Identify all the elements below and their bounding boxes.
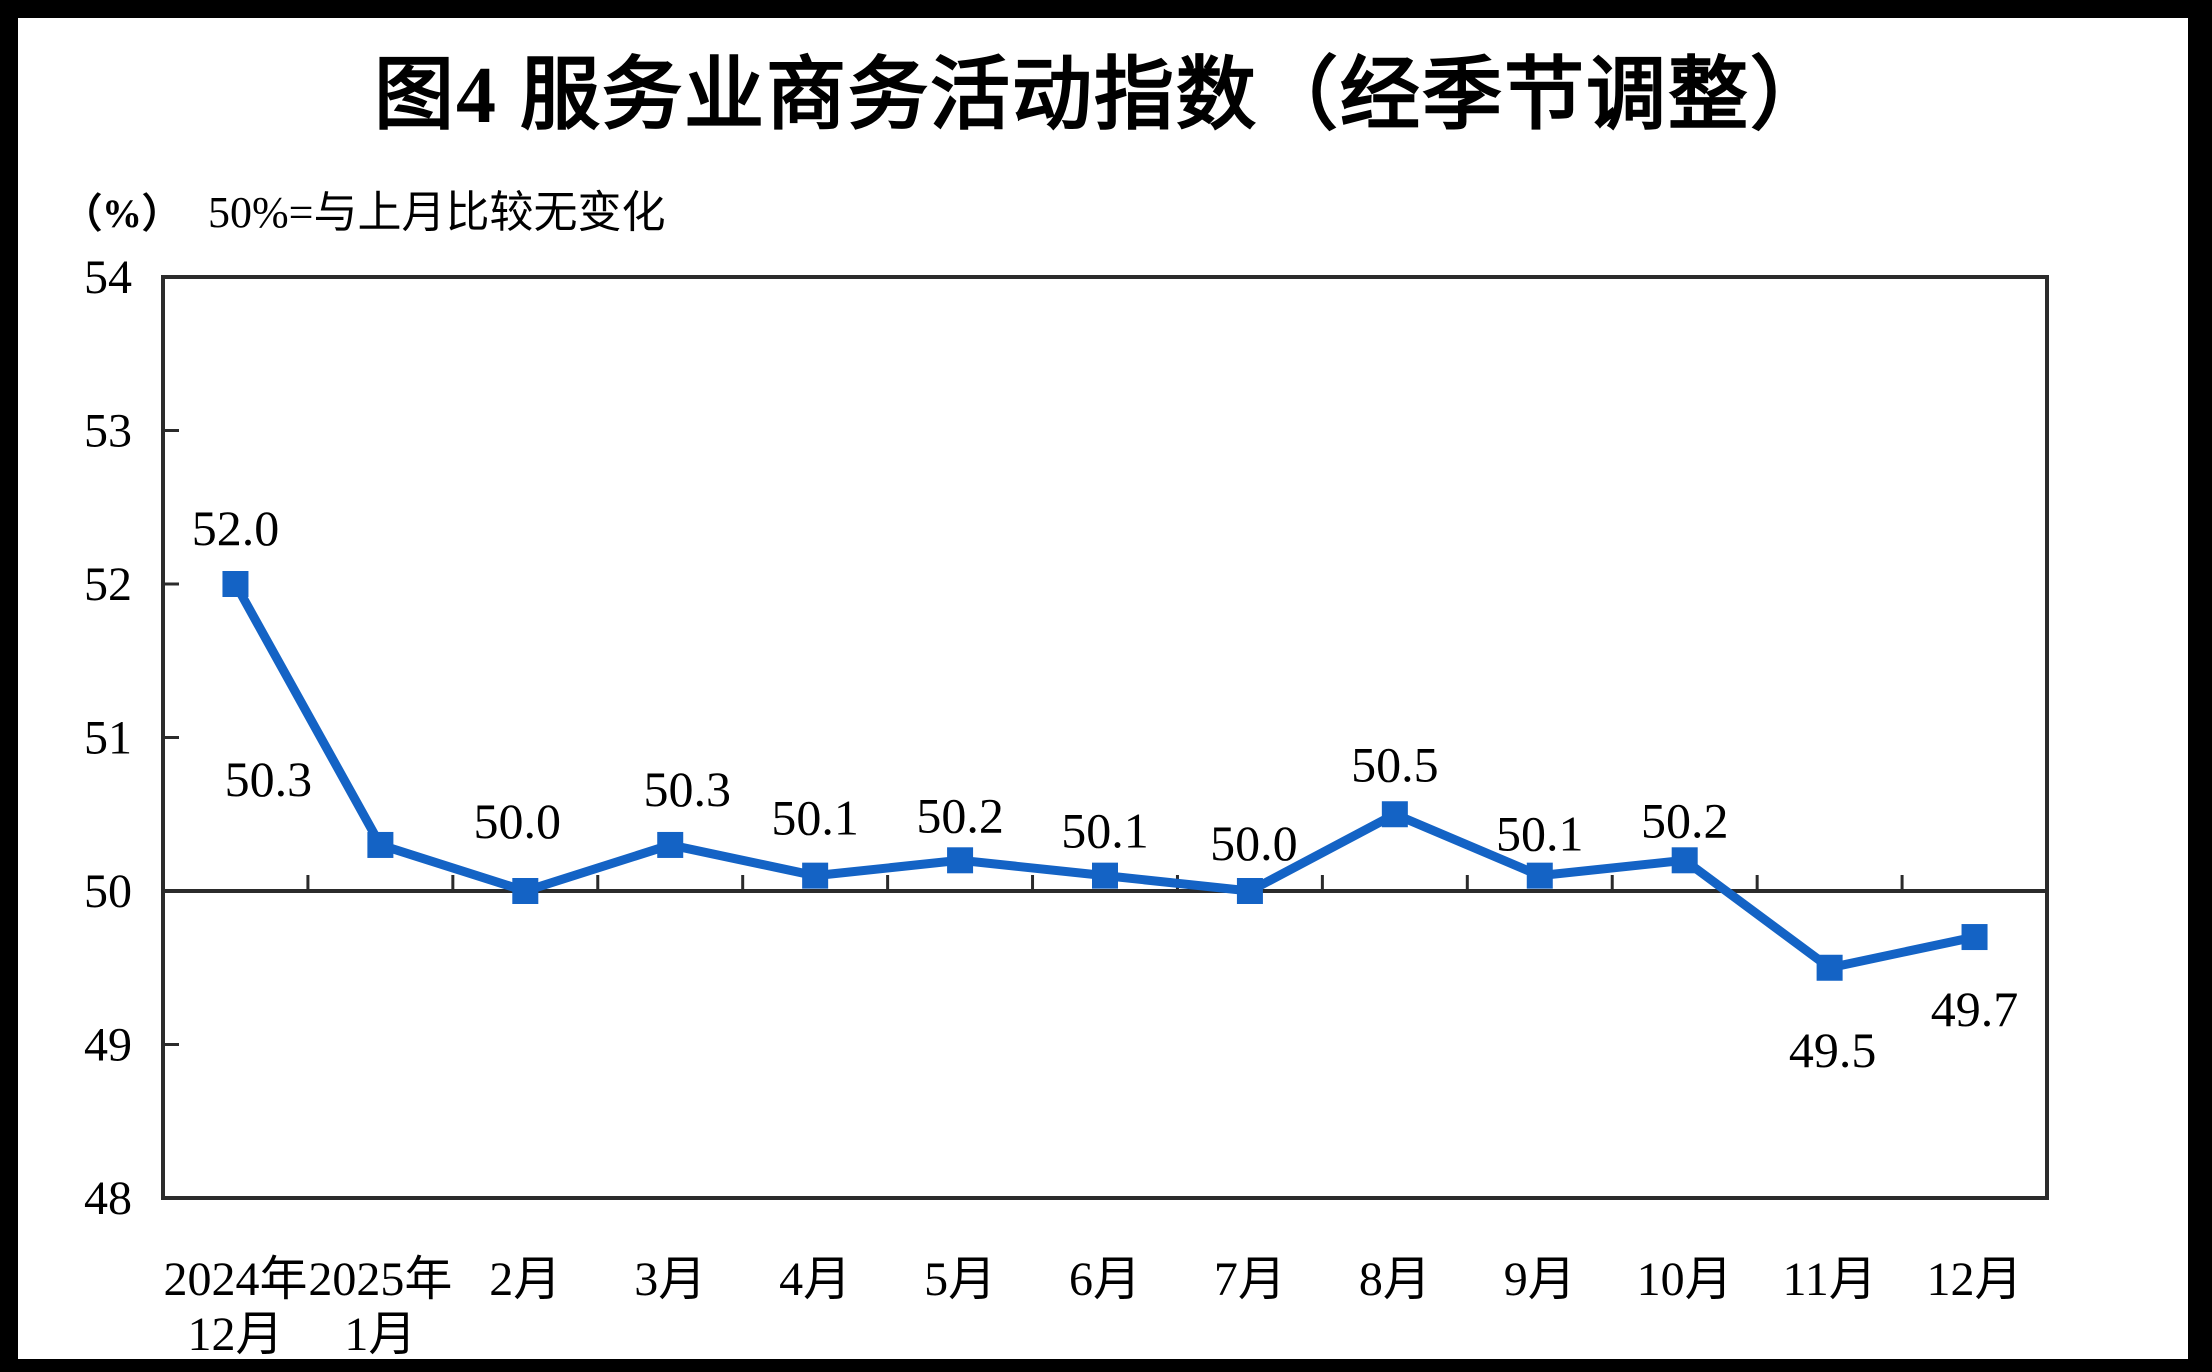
data-point-marker — [1236, 878, 1263, 904]
x-axis-label: 1月 — [344, 1308, 416, 1361]
x-axis-label: 9月 — [1504, 1253, 1576, 1306]
x-axis-label: 3月 — [634, 1253, 706, 1306]
y-axis-label: 49 — [84, 1019, 132, 1072]
y-axis-label: 54 — [84, 251, 132, 304]
data-label: 50.1 — [1496, 806, 1584, 862]
data-point-marker — [1671, 847, 1698, 874]
x-axis-label: 6月 — [1069, 1253, 1141, 1306]
axis-unit-row: （%） 50%=与上月比较无变化 — [62, 176, 665, 240]
x-axis-label: 2025年 — [308, 1253, 452, 1306]
x-axis-label: 4月 — [779, 1253, 851, 1306]
data-point-marker — [1961, 924, 1988, 951]
data-point-marker — [222, 571, 249, 597]
y-axis-label: 52 — [84, 558, 132, 611]
x-axis-label: 8月 — [1359, 1253, 1431, 1306]
chart-title: 图4 服务业商务活动指数（经季节调整） — [374, 52, 1832, 140]
data-label: 50.2 — [1641, 792, 1729, 848]
data-point-marker — [1381, 801, 1408, 828]
data-point-marker — [1092, 862, 1118, 889]
y-axis-label: 50 — [84, 865, 132, 918]
x-axis-label: 2月 — [489, 1253, 561, 1306]
x-axis-label: 12月 — [187, 1308, 283, 1361]
data-label: 52.0 — [192, 500, 280, 556]
x-axis-label: 12月 — [1927, 1253, 2023, 1306]
data-point-marker — [512, 878, 539, 904]
y-axis-label: 51 — [84, 712, 132, 765]
y-axis-label: 53 — [84, 405, 132, 458]
chart-canvas — [18, 18, 2188, 1359]
x-axis-label: 7月 — [1214, 1253, 1286, 1306]
data-label: 50.3 — [225, 751, 313, 807]
data-label: 50.3 — [643, 761, 731, 817]
x-axis-label: 2024年 — [163, 1253, 307, 1306]
x-axis-label: 11月 — [1782, 1253, 1876, 1306]
y-axis-unit-label: （%） — [62, 191, 182, 236]
data-point-marker — [802, 862, 829, 889]
data-point-marker — [1526, 862, 1553, 889]
y-axis-label: 48 — [84, 1172, 132, 1225]
data-point-marker — [947, 847, 974, 874]
data-point-marker — [657, 831, 684, 858]
data-label: 50.1 — [1061, 803, 1149, 859]
data-label: 50.0 — [474, 793, 562, 849]
plot-border — [161, 275, 2049, 1200]
data-label: 50.0 — [1210, 815, 1298, 871]
data-label: 49.7 — [1931, 981, 2019, 1037]
data-label: 50.2 — [916, 787, 1004, 843]
baseline-note: 50%=与上月比较无变化 — [208, 188, 666, 237]
data-label: 50.1 — [771, 790, 859, 846]
data-point-marker — [1816, 954, 1843, 981]
data-point-marker — [367, 831, 394, 858]
data-label: 49.5 — [1789, 1022, 1877, 1078]
x-axis-label: 5月 — [924, 1253, 996, 1306]
data-label: 50.5 — [1351, 736, 1439, 792]
x-axis-label: 10月 — [1637, 1253, 1733, 1306]
series-line — [231, 581, 1976, 973]
